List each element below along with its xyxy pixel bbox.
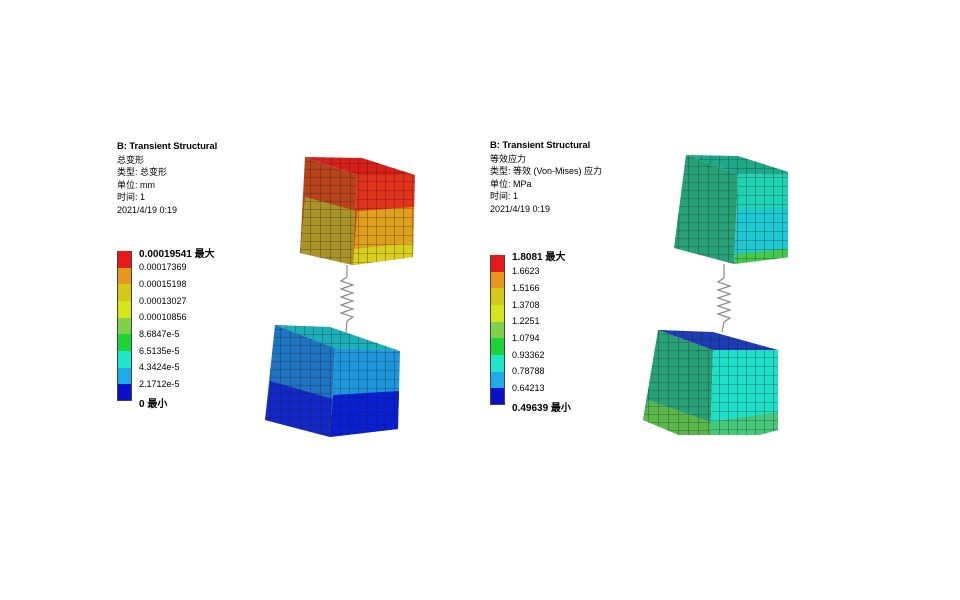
right-color-legend: 1.8081 最大 1.6623 1.5166 1.3708 1.2251 1.… — [490, 252, 630, 414]
legend-swatch — [490, 338, 505, 355]
legend-level-label: 0.00017369 — [139, 262, 187, 272]
right-stress-model-view[interactable] — [638, 150, 788, 435]
legend-swatch — [490, 305, 505, 322]
legend-level-label: 0.64213 — [512, 383, 545, 393]
legend-level-label: 0.78788 — [512, 366, 545, 376]
legend-swatch — [117, 318, 132, 334]
legend-min-label: 0.49639 最小 — [512, 403, 571, 414]
legend-swatch — [490, 255, 505, 272]
lower-cube — [643, 330, 778, 435]
legend-max-label: 0.00019541 最大 — [139, 249, 215, 260]
legend-level-label: 4.3424e-5 — [139, 362, 180, 372]
upper-cube — [300, 157, 415, 265]
legend-swatch — [117, 284, 132, 301]
left-result-unit: 单位: mm — [117, 179, 155, 190]
lower-cube — [265, 325, 400, 437]
legend-level-label: 6.5135e-5 — [139, 346, 180, 356]
legend-swatch — [117, 351, 132, 368]
left-result-date: 2021/4/19 0:19 — [117, 204, 178, 215]
legend-max-label: 1.8081 最大 — [512, 252, 566, 263]
legend-swatch — [117, 334, 132, 351]
legend-swatch — [490, 372, 505, 388]
upper-cube — [674, 155, 788, 264]
left-result-info: B: Transient Structural 总变形 类型: 总变形 单位: … — [117, 141, 217, 216]
legend-level-label: 2.1712e-5 — [139, 379, 180, 389]
right-analysis-title: B: Transient Structural — [490, 140, 591, 151]
legend-swatch — [117, 384, 132, 401]
left-color-legend: 0.00019541 最大 0.00017369 0.00015198 0.00… — [117, 249, 257, 410]
spring-connector — [339, 265, 355, 334]
legend-level-label: 1.2251 — [512, 316, 540, 326]
right-result-date: 2021/4/19 0:19 — [490, 203, 551, 214]
legend-level-label: 0.00013027 — [139, 296, 187, 306]
legend-swatch — [490, 272, 505, 288]
legend-swatch — [117, 301, 132, 318]
legend-swatch — [490, 288, 505, 305]
right-result-type: 类型: 等效 (Von-Mises) 应力 — [490, 166, 603, 176]
legend-level-label: 0.00010856 — [139, 312, 187, 322]
legend-level-label: 8.6847e-5 — [139, 329, 180, 339]
left-deformation-model-view[interactable] — [250, 145, 430, 450]
right-result-unit: 单位: MPa — [490, 178, 532, 189]
legend-swatch — [490, 355, 505, 372]
legend-swatch — [117, 268, 132, 284]
legend-level-label: 0.00015198 — [139, 279, 187, 289]
left-result-time: 时间: 1 — [117, 192, 146, 202]
legend-level-label: 1.6623 — [512, 266, 540, 276]
legend-min-label: 0 最小 — [139, 399, 168, 410]
right-result-name: 等效应力 — [490, 153, 527, 164]
legend-swatch — [117, 368, 132, 384]
legend-swatch — [490, 388, 505, 405]
left-result-type: 类型: 总变形 — [117, 167, 168, 177]
right-result-info: B: Transient Structural 等效应力 类型: 等效 (Von… — [490, 140, 602, 215]
legend-swatch — [117, 251, 132, 268]
legend-level-label: 1.5166 — [512, 283, 540, 293]
spring-connector — [716, 264, 732, 333]
legend-level-label: 1.3708 — [512, 300, 540, 310]
legend-level-label: 1.0794 — [512, 333, 540, 343]
right-result-time: 时间: 1 — [490, 191, 519, 201]
left-analysis-title: B: Transient Structural — [117, 141, 218, 152]
legend-level-label: 0.93362 — [512, 350, 545, 360]
left-result-name: 总变形 — [117, 154, 145, 165]
legend-swatch — [490, 322, 505, 338]
